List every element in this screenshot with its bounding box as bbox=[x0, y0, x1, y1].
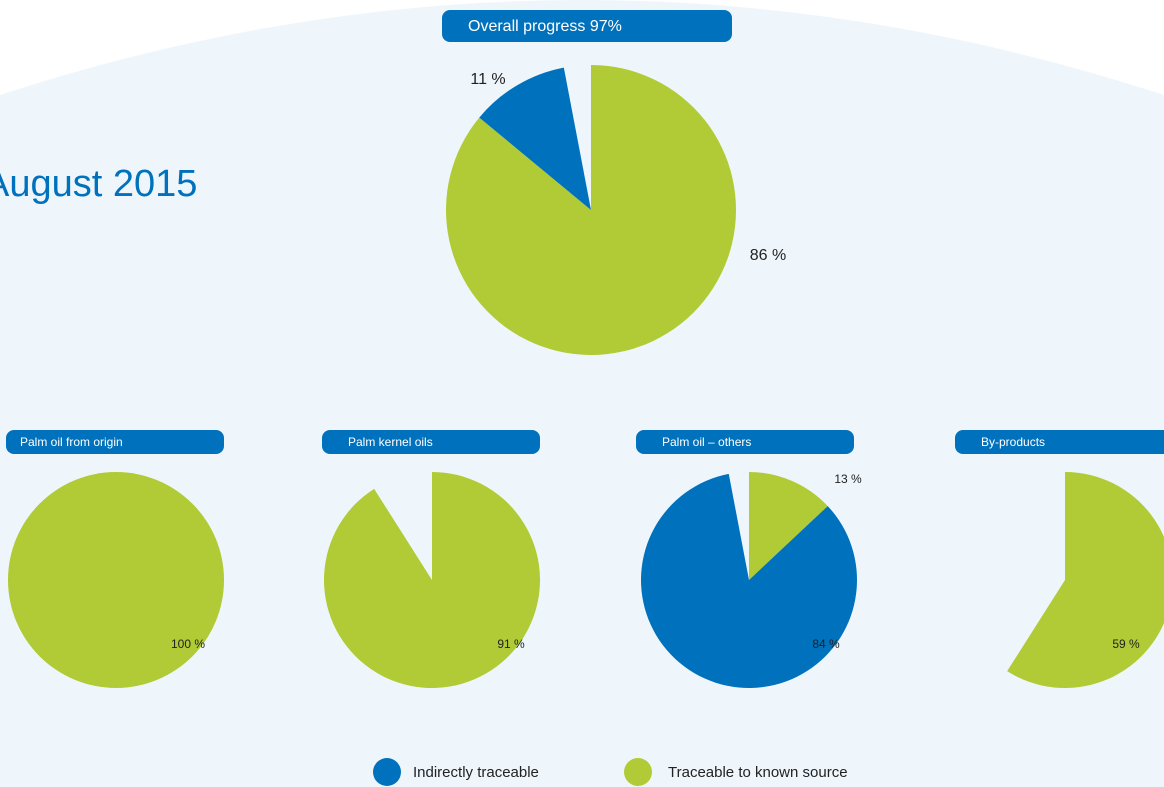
chart-title-box bbox=[6, 430, 224, 454]
pie-slice bbox=[479, 67, 591, 210]
value-label: 91 % bbox=[497, 637, 525, 651]
pie-slice bbox=[749, 472, 828, 580]
value-label: 13 % bbox=[834, 472, 862, 486]
value-label: 11 % bbox=[470, 71, 505, 88]
legend-swatch bbox=[624, 758, 652, 786]
chart-title-box bbox=[636, 430, 854, 454]
legend-label: Traceable to known source bbox=[668, 764, 848, 781]
chart-title: Palm kernel oils bbox=[348, 435, 433, 449]
chart-title: Palm oil – others bbox=[662, 435, 751, 449]
chart-title: By-products bbox=[981, 435, 1045, 449]
pie-slice bbox=[324, 472, 540, 688]
page-title: August 2015 bbox=[0, 163, 197, 205]
chart-title: Palm oil from origin bbox=[20, 435, 123, 449]
chart-title-box bbox=[955, 430, 1164, 454]
value-label: 84 % bbox=[812, 637, 840, 651]
pie-slice bbox=[8, 472, 224, 688]
value-label: 86 % bbox=[750, 247, 786, 264]
legend-label: Indirectly traceable bbox=[413, 764, 539, 781]
value-label: 59 % bbox=[1112, 637, 1140, 651]
pie-slice bbox=[1007, 472, 1164, 688]
legend-swatch bbox=[373, 758, 401, 786]
chart-title-box bbox=[442, 10, 732, 42]
chart-title-box bbox=[322, 430, 540, 454]
pie-slice bbox=[641, 473, 857, 688]
value-label: 100 % bbox=[171, 637, 205, 651]
chart-title: Overall progress 97% bbox=[468, 18, 622, 35]
